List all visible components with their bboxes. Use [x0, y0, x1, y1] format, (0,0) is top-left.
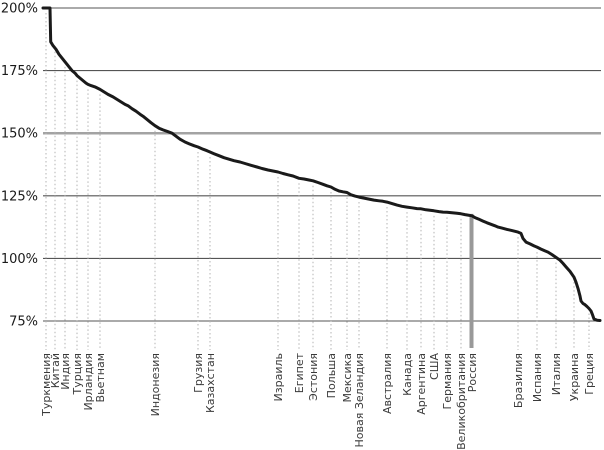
x-country-label: Индия [59, 353, 72, 390]
x-country-label: США [428, 353, 441, 380]
x-country-label: Китай [49, 353, 62, 388]
x-country-label: Эстония [307, 353, 320, 401]
x-country-label: Бразилия [512, 353, 525, 408]
x-country-label: Индонезия [149, 353, 162, 416]
x-country-label: Туркмения [40, 353, 53, 417]
x-country-label: Мексика [341, 353, 354, 402]
trend-curve [41, 6, 602, 322]
x-country-label: Италия [550, 353, 563, 395]
x-country-label: Турция [71, 353, 84, 395]
y-tick-label: 100% [1, 252, 38, 267]
y-tick-label: 200% [1, 2, 38, 17]
x-country-label: Аргентина [415, 353, 428, 415]
x-country-label: Россия [466, 353, 479, 392]
y-tick-label: 75% [9, 315, 38, 330]
x-country-label: Греция [583, 353, 596, 395]
x-country-label: Великобритания [455, 353, 468, 450]
y-tick-label: 125% [1, 189, 38, 204]
x-country-label: Австралия [381, 353, 394, 414]
x-country-label: Казахстан [204, 353, 217, 413]
x-country-label: Канада [401, 353, 414, 396]
x-country-label: Египет [293, 352, 306, 393]
x-country-label: Польша [325, 353, 338, 398]
x-country-label: Ирландия [82, 353, 95, 411]
x-country-label: Украина [568, 353, 581, 401]
x-country-label: Испания [531, 353, 544, 402]
x-country-label: Грузия [192, 353, 205, 393]
x-country-label: Новая Зеландия [353, 353, 366, 448]
x-country-label: Израиль [272, 353, 285, 401]
x-country-label: Вьетнам [94, 353, 107, 402]
y-tick-label: 150% [1, 127, 38, 142]
y-tick-label: 175% [1, 64, 38, 79]
x-country-label: Германия [441, 353, 454, 409]
